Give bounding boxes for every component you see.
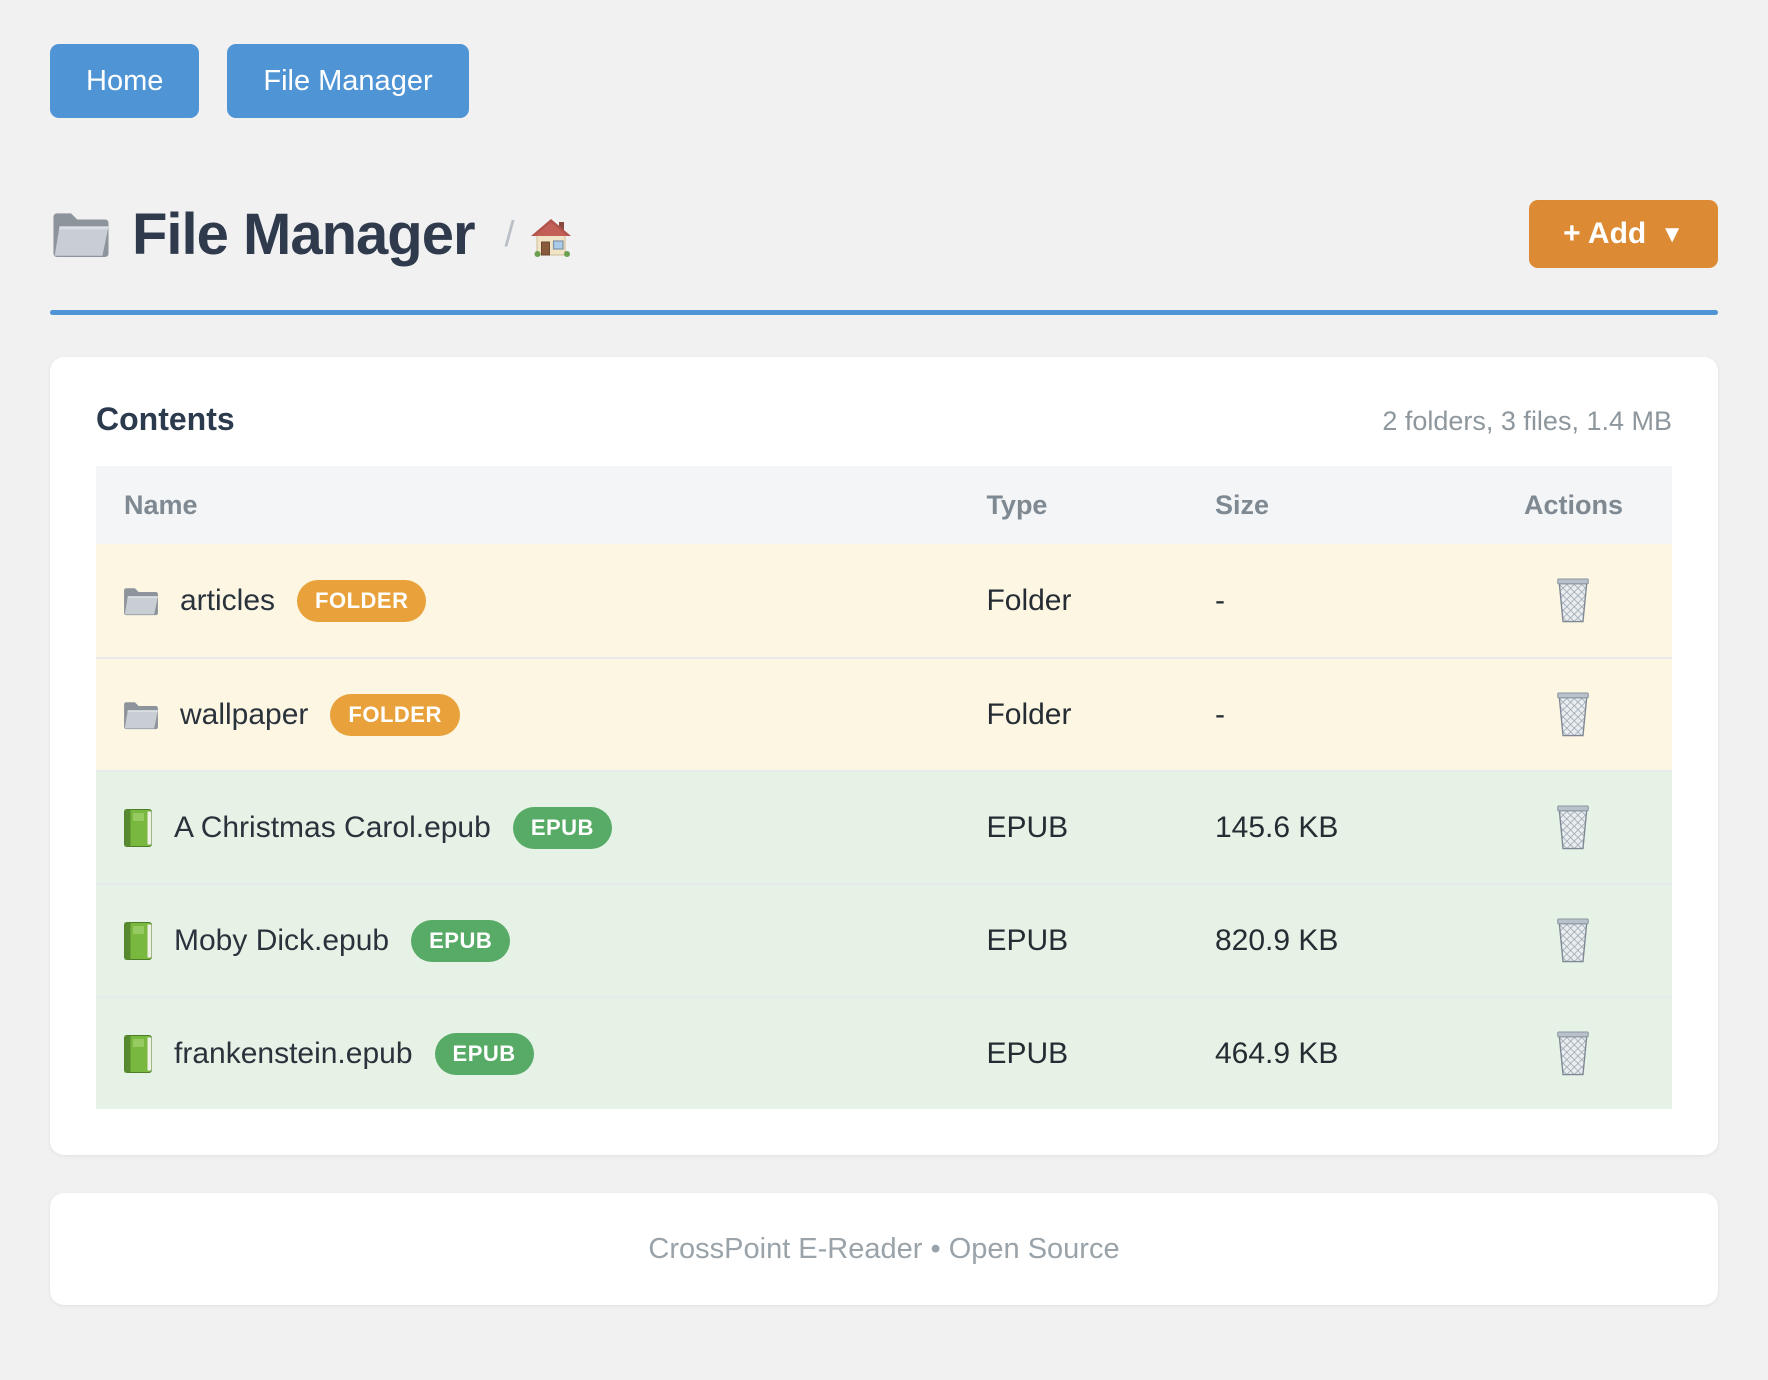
- home-button[interactable]: Home: [50, 44, 200, 118]
- table-row[interactable]: A Christmas Carol.epub EPUB EPUB 145.6 K…: [96, 770, 1672, 883]
- breadcrumb-separator: /: [504, 213, 515, 254]
- top-nav: Home File Manager: [50, 44, 1718, 118]
- title-group: File Manager /: [50, 201, 573, 268]
- page: Home File Manager File Manager /: [50, 44, 1718, 1305]
- footer-card: CrossPoint E-Reader • Open Source: [50, 1193, 1718, 1305]
- delete-button[interactable]: [1548, 799, 1598, 857]
- table-row[interactable]: articles FOLDER Folder -: [96, 544, 1672, 657]
- file-manager-button[interactable]: File Manager: [227, 44, 469, 118]
- header-divider: [50, 310, 1718, 315]
- type-cell: Folder: [986, 697, 1072, 731]
- delete-button[interactable]: [1548, 1025, 1598, 1083]
- actions-cell: [1475, 912, 1672, 970]
- type-badge: EPUB: [411, 919, 511, 962]
- book-icon: [122, 921, 154, 961]
- trash-icon: [1552, 691, 1594, 740]
- page-header: File Manager / + Add ▼: [50, 200, 1718, 268]
- name-cell: A Christmas Carol.epub EPUB: [96, 806, 986, 849]
- name-cell: articles FOLDER: [96, 579, 986, 622]
- actions-cell: [1475, 572, 1672, 630]
- book-icon: [122, 1034, 154, 1074]
- trash-icon: [1552, 917, 1594, 966]
- actions-cell: [1475, 686, 1672, 744]
- actions-cell: [1475, 1025, 1672, 1083]
- file-table: Name Type Size Actions articles FOLDER F…: [96, 466, 1672, 1109]
- size-cell: -: [1214, 583, 1225, 617]
- folder-icon: [122, 585, 160, 617]
- add-button-label: + Add: [1563, 217, 1647, 250]
- folder-icon: [122, 699, 160, 731]
- type-cell: EPUB: [986, 923, 1069, 957]
- file-name: A Christmas Carol.epub: [174, 810, 491, 844]
- trash-icon: [1552, 1031, 1594, 1079]
- file-name: frankenstein.epub: [174, 1036, 413, 1070]
- contents-card: Contents 2 folders, 3 files, 1.4 MB Name…: [50, 357, 1718, 1155]
- size-cell: 145.6 KB: [1214, 810, 1339, 844]
- size-cell: 820.9 KB: [1214, 923, 1339, 957]
- chevron-down-icon: ▼: [1660, 221, 1684, 248]
- column-header-name: Name: [124, 489, 198, 520]
- type-cell: EPUB: [986, 810, 1069, 844]
- type-cell: Folder: [986, 583, 1072, 617]
- actions-cell: [1475, 799, 1672, 857]
- house-icon[interactable]: [529, 217, 573, 259]
- contents-heading: Contents: [96, 401, 235, 437]
- name-cell: Moby Dick.epub EPUB: [96, 919, 986, 962]
- delete-button[interactable]: [1548, 912, 1598, 970]
- file-name: Moby Dick.epub: [174, 923, 390, 957]
- size-cell: -: [1214, 697, 1225, 731]
- delete-button[interactable]: [1548, 686, 1598, 744]
- table-row[interactable]: wallpaper FOLDER Folder -: [96, 657, 1672, 770]
- type-badge: EPUB: [512, 806, 612, 849]
- table-row[interactable]: frankenstein.epub EPUB EPUB 464.9 KB: [96, 996, 1672, 1109]
- contents-summary: 2 folders, 3 files, 1.4 MB: [1382, 406, 1672, 436]
- trash-icon: [1552, 577, 1594, 626]
- type-badge: EPUB: [434, 1032, 534, 1075]
- type-cell: EPUB: [986, 1036, 1069, 1070]
- table-header-row: Name Type Size Actions: [96, 466, 1672, 544]
- book-icon: [122, 808, 154, 848]
- table-row[interactable]: Moby Dick.epub EPUB EPUB 820.9 KB: [96, 883, 1672, 996]
- trash-icon: [1552, 804, 1594, 853]
- name-cell: frankenstein.epub EPUB: [96, 1032, 986, 1075]
- page-title: File Manager: [132, 201, 476, 267]
- type-badge: FOLDER: [330, 693, 460, 736]
- column-header-size: Size: [1214, 489, 1269, 520]
- footer-text: CrossPoint E-Reader • Open Source: [648, 1232, 1120, 1265]
- type-badge: FOLDER: [297, 579, 427, 622]
- contents-card-header: Contents 2 folders, 3 files, 1.4 MB: [96, 401, 1672, 438]
- file-name: wallpaper: [180, 697, 309, 731]
- column-header-type: Type: [986, 489, 1048, 520]
- table-body: articles FOLDER Folder - wallpaper FOLDE…: [96, 544, 1672, 1109]
- column-header-actions: Actions: [1523, 489, 1623, 520]
- delete-button[interactable]: [1548, 572, 1598, 630]
- file-name: articles: [180, 583, 276, 617]
- add-button[interactable]: + Add ▼: [1529, 200, 1718, 268]
- size-cell: 464.9 KB: [1214, 1036, 1339, 1070]
- name-cell: wallpaper FOLDER: [96, 693, 986, 736]
- folder-icon: [50, 208, 112, 260]
